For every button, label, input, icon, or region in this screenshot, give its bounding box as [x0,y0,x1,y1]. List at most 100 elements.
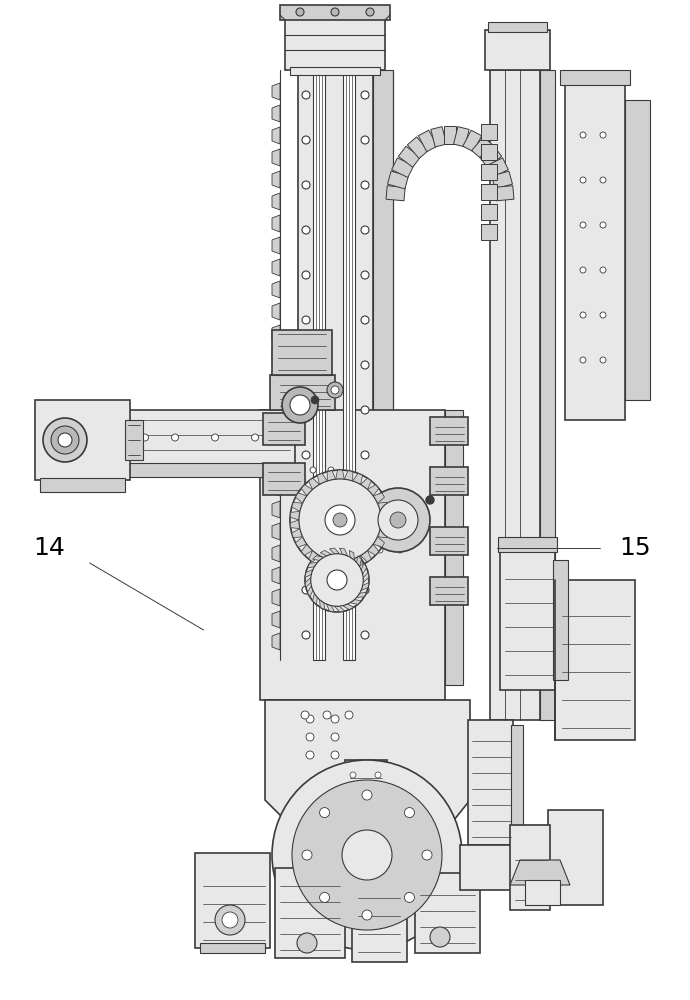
Polygon shape [351,600,362,604]
Circle shape [580,132,586,138]
Polygon shape [407,137,428,159]
Polygon shape [272,127,280,144]
Circle shape [327,382,343,398]
Polygon shape [292,529,302,538]
Polygon shape [272,215,280,232]
Circle shape [331,386,339,394]
Circle shape [311,396,319,404]
Circle shape [357,527,363,533]
Circle shape [296,8,304,16]
Circle shape [404,892,415,902]
Polygon shape [377,529,388,538]
Circle shape [302,850,312,860]
Circle shape [302,91,310,99]
Circle shape [580,312,586,318]
Circle shape [600,177,606,183]
Circle shape [272,760,462,950]
Bar [511,725,523,840]
Circle shape [361,361,369,369]
Bar [481,144,497,160]
Polygon shape [272,413,280,430]
Circle shape [377,547,383,553]
Polygon shape [480,146,502,167]
Bar [125,420,143,460]
Circle shape [331,751,339,759]
Circle shape [43,418,87,462]
Circle shape [361,496,369,504]
Circle shape [378,500,418,540]
Circle shape [310,554,363,606]
Circle shape [375,797,381,803]
Circle shape [302,541,310,549]
Bar [430,467,468,495]
Circle shape [366,488,430,552]
Polygon shape [510,860,570,885]
Circle shape [58,433,72,447]
Circle shape [297,933,317,953]
Circle shape [361,586,369,594]
Bar [485,30,550,70]
Circle shape [342,830,392,880]
Polygon shape [305,577,311,588]
Bar [120,410,295,465]
Circle shape [305,548,369,612]
Polygon shape [272,567,280,584]
Circle shape [580,177,586,183]
Circle shape [212,434,219,441]
Polygon shape [272,193,280,210]
Circle shape [310,507,316,513]
Bar [548,810,603,905]
Bar [555,580,635,740]
Polygon shape [368,544,379,555]
Polygon shape [360,478,371,490]
Polygon shape [463,130,482,152]
Bar [430,577,468,605]
Bar [343,70,355,660]
Bar [263,413,305,445]
Circle shape [354,806,366,818]
Polygon shape [320,550,331,556]
Polygon shape [335,606,344,612]
Polygon shape [453,127,469,147]
Polygon shape [272,633,280,650]
Polygon shape [344,559,353,569]
Polygon shape [398,146,420,167]
Circle shape [141,434,148,441]
Circle shape [310,487,316,493]
Polygon shape [336,470,344,479]
Polygon shape [295,493,307,503]
Circle shape [306,715,314,723]
Polygon shape [272,149,280,166]
Bar [510,825,550,910]
Bar [272,330,332,375]
Circle shape [333,513,347,527]
Polygon shape [317,473,327,484]
Circle shape [215,905,245,935]
Bar [488,22,547,32]
Polygon shape [444,126,456,144]
Polygon shape [486,158,509,178]
Circle shape [306,733,314,741]
Polygon shape [272,83,280,100]
Polygon shape [319,600,325,610]
Polygon shape [272,171,280,188]
Bar [85,415,122,460]
Bar [565,80,625,420]
Polygon shape [326,604,335,612]
Polygon shape [472,137,493,159]
Bar [553,560,568,680]
Circle shape [357,547,363,553]
Polygon shape [272,303,280,320]
Bar [500,550,555,690]
Circle shape [328,487,334,493]
Circle shape [600,312,606,318]
Polygon shape [308,563,317,568]
Circle shape [302,136,310,144]
Polygon shape [491,171,513,189]
Polygon shape [357,592,366,597]
Circle shape [361,541,369,549]
Circle shape [404,808,415,818]
Bar [481,224,497,240]
Polygon shape [272,501,280,518]
Bar [285,15,385,70]
